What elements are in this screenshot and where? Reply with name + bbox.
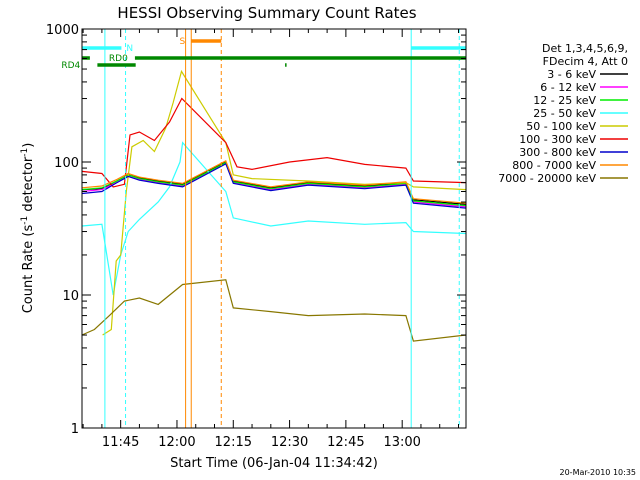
x-tick-label: 13:00: [383, 435, 420, 450]
y-tick-label: 10: [62, 289, 79, 304]
y-tick-label: 1000: [46, 23, 79, 38]
series-line-7000-20000-kev: [81, 279, 467, 342]
series-line-800-7000-kev: [81, 160, 467, 204]
legend-entry-800-7000-kev: 800 - 7000 keV: [512, 159, 596, 172]
legend-entry-7000-20000-kev: 7000 - 20000 keV: [498, 172, 596, 185]
legend-entry-300-800-kev: 300 - 800 keV: [519, 146, 596, 159]
x-tick-label: 12:00: [158, 435, 195, 450]
y-label-end: ): [21, 143, 36, 148]
y-label-main: Count Rate (s: [21, 225, 36, 314]
series-layer: [81, 69, 467, 342]
status-bars: N S RD0 RD4: [61, 37, 466, 71]
vertical-markers: [104, 29, 460, 428]
y-ticks: 1 10 100 1000: [46, 23, 466, 437]
series-line-300-800-kev: [81, 162, 467, 209]
status-label-n: N: [126, 44, 133, 54]
status-label-rd4: RD4: [61, 61, 80, 71]
legend-header-line-1: Det 1,3,4,5,6,9,: [542, 42, 628, 55]
series-line-3-6-kev: [81, 161, 467, 205]
series-line-6-12-kev: [81, 162, 467, 208]
y-tick-label: 1: [71, 422, 79, 437]
timestamp: 20-Mar-2010 10:35: [560, 468, 637, 477]
status-label-s: S: [180, 37, 186, 47]
plot-frame: [81, 28, 467, 429]
status-label-rd0: RD0: [109, 54, 128, 64]
legend: Det 1,3,4,5,6,9, FDecim 4, Att 0 3 - 6 k…: [498, 42, 628, 185]
y-tick-label: 100: [54, 156, 79, 171]
series-line-50-100-kev: [102, 69, 467, 336]
x-tick-label: 11:45: [102, 435, 139, 450]
legend-entry-12-25-kev: 12 - 25 keV: [533, 94, 596, 107]
legend-entry-6-12-kev: 6 - 12 keV: [540, 81, 596, 94]
x-axis-label: Start Time (06-Jan-04 11:34:42): [170, 456, 378, 471]
legend-entry-25-50-kev: 25 - 50 keV: [533, 107, 596, 120]
x-ticks: 11:45 12:00 12:15 12:30 12:45 13:00: [82, 29, 459, 450]
series-line-100-300-kev: [81, 97, 467, 188]
x-tick-label: 12:45: [327, 435, 364, 450]
x-tick-label: 12:30: [271, 435, 308, 450]
legend-entry-100-300-kev: 100 - 300 keV: [519, 133, 596, 146]
series-line-12-25-kev: [81, 161, 467, 207]
y-label-exp1: -1: [20, 216, 30, 225]
y-axis-label: Count Rate (s-1 detector-1): [20, 143, 36, 314]
legend-entry-50-100-kev: 50 - 100 keV: [526, 120, 596, 133]
legend-entry-3-6-kev: 3 - 6 keV: [547, 68, 596, 81]
y-label-mid: detector: [21, 156, 36, 216]
y-label-exp2: -1: [20, 148, 30, 157]
x-tick-label: 12:15: [215, 435, 252, 450]
chart-title: HESSI Observing Summary Count Rates: [117, 4, 416, 22]
legend-header-line-2: FDecim 4, Att 0: [543, 55, 628, 68]
series-line-25-50-kev: [81, 141, 467, 296]
